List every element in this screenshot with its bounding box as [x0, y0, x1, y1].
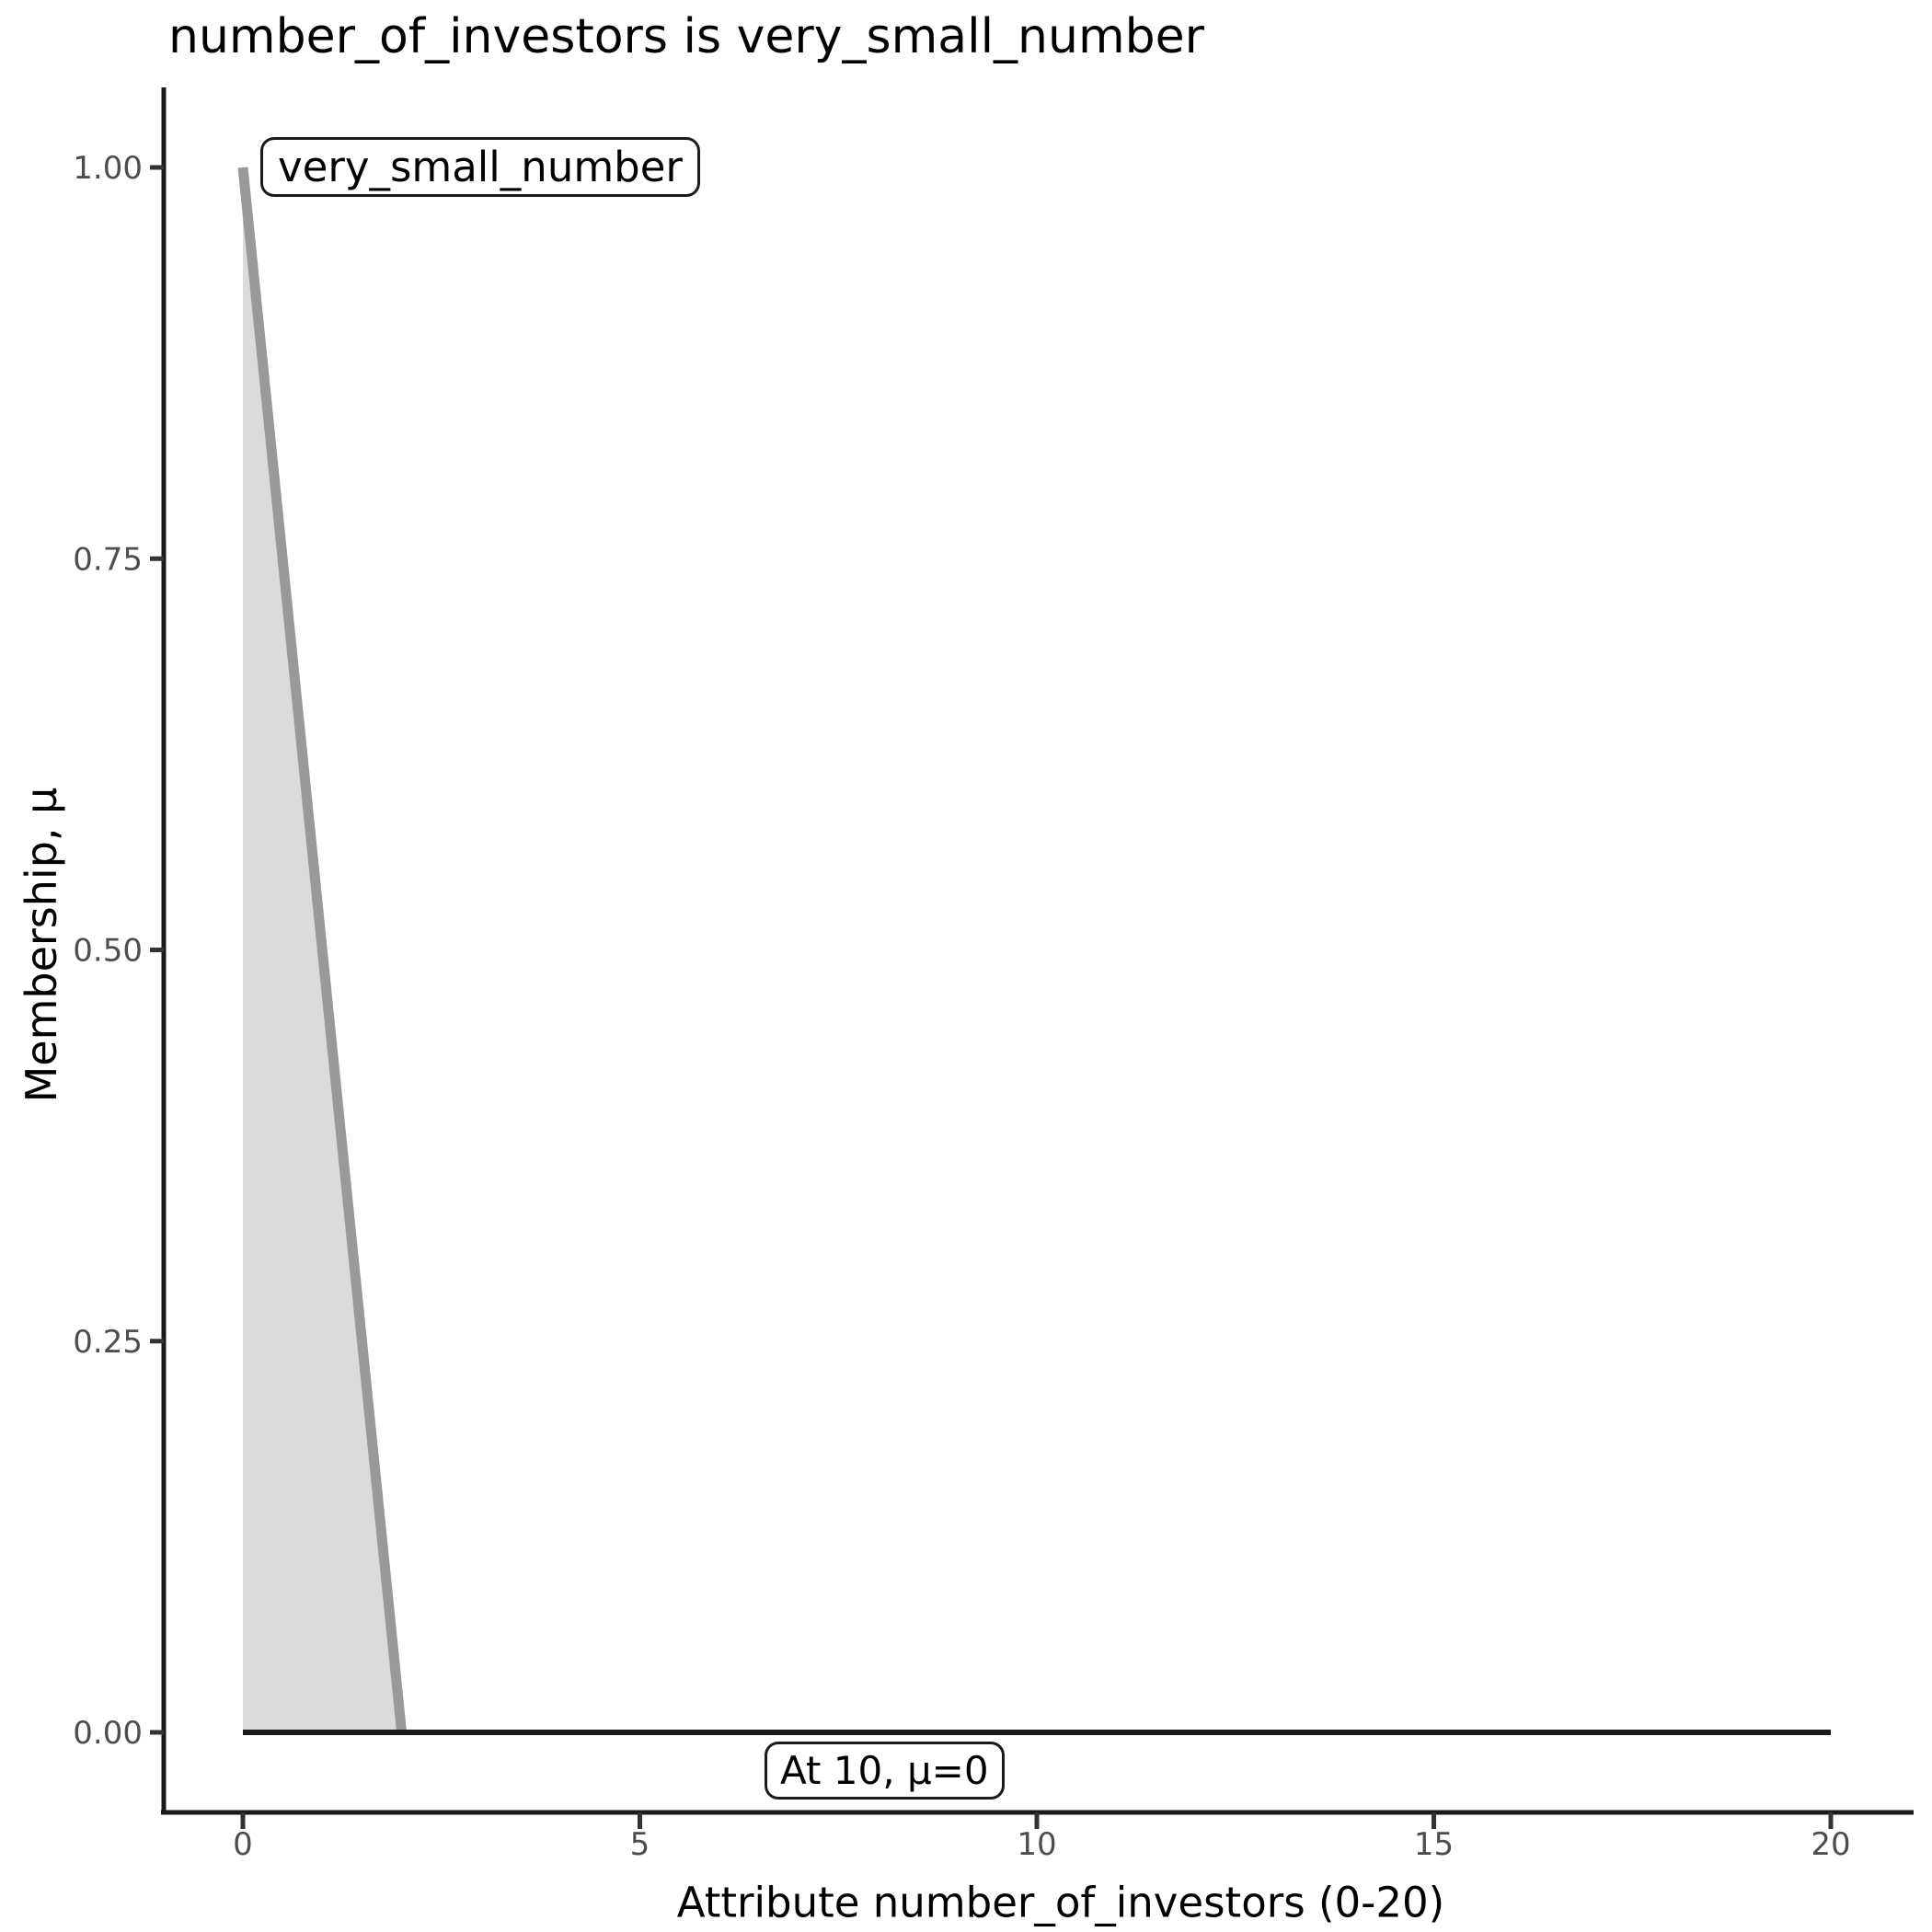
y-tick-label: 0.50 [73, 933, 143, 970]
x-tick-label: 15 [1414, 1826, 1454, 1863]
x-axis-label: Attribute number_of_investors (0-20) [676, 1878, 1445, 1927]
y-tick-label: 0.00 [73, 1715, 143, 1752]
x-tick-label: 5 [630, 1826, 650, 1863]
annotation-point-value-text: At 10, μ=0 [780, 1748, 989, 1793]
y-tick-label: 0.25 [73, 1324, 143, 1361]
very_small_number-line [237, 167, 408, 1733]
x-tick-label: 0 [233, 1826, 253, 1863]
annotation-set-name-text: very_small_number [278, 143, 683, 191]
annotation-point-value-box: At 10, μ=0 [765, 1742, 1005, 1800]
chart-title: number_of_investors is very_small_number [168, 9, 1204, 64]
x-tick-label: 10 [1017, 1826, 1056, 1863]
y-tick-label: 1.00 [73, 150, 143, 187]
annotation-set-name-box: very_small_number [260, 137, 700, 197]
x-tick-label: 20 [1811, 1826, 1850, 1863]
y-tick-label: 0.75 [73, 541, 143, 578]
